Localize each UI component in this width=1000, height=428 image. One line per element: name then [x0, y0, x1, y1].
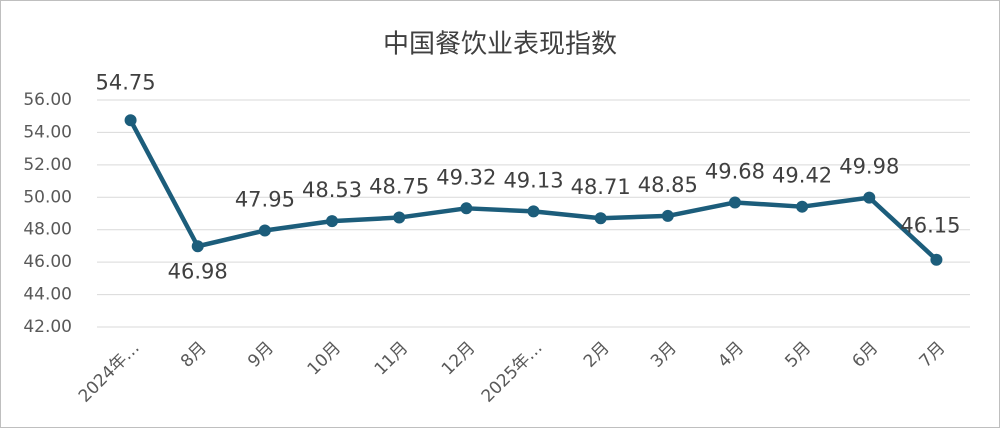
y-tick-label: 42.00 [23, 317, 72, 337]
y-tick-label: 56.00 [23, 90, 72, 110]
data-label: 49.32 [436, 165, 496, 189]
point [930, 253, 943, 266]
y-tick-label: 52.00 [23, 155, 72, 175]
data-label: 49.13 [503, 168, 563, 192]
point [124, 114, 137, 127]
data-label: 48.53 [302, 178, 362, 202]
data-label: 47.95 [235, 188, 295, 212]
data-label: 49.98 [839, 155, 899, 179]
point [661, 209, 674, 222]
data-label: 49.42 [772, 164, 832, 188]
point [594, 212, 607, 225]
point [326, 215, 339, 228]
data-label: 48.71 [571, 175, 631, 199]
point [393, 211, 406, 224]
data-label: 46.15 [900, 214, 960, 238]
point [728, 196, 741, 209]
data-label: 48.75 [369, 175, 429, 199]
y-tick-label: 46.00 [23, 252, 72, 272]
point [258, 224, 271, 237]
y-tick-label: 44.00 [23, 285, 72, 305]
point [796, 200, 809, 213]
y-tick-label: 50.00 [23, 187, 72, 207]
point [460, 202, 473, 215]
data-label: 48.85 [638, 173, 698, 197]
chart-title: 中国餐饮业表现指数 [383, 30, 617, 60]
data-label: 46.98 [168, 259, 228, 283]
data-label: 49.68 [705, 159, 765, 183]
point [191, 240, 204, 253]
y-tick-label: 48.00 [23, 220, 72, 240]
y-tick-label: 54.00 [23, 122, 72, 142]
data-label: 54.75 [96, 70, 156, 94]
point [527, 205, 540, 218]
point [863, 191, 876, 204]
